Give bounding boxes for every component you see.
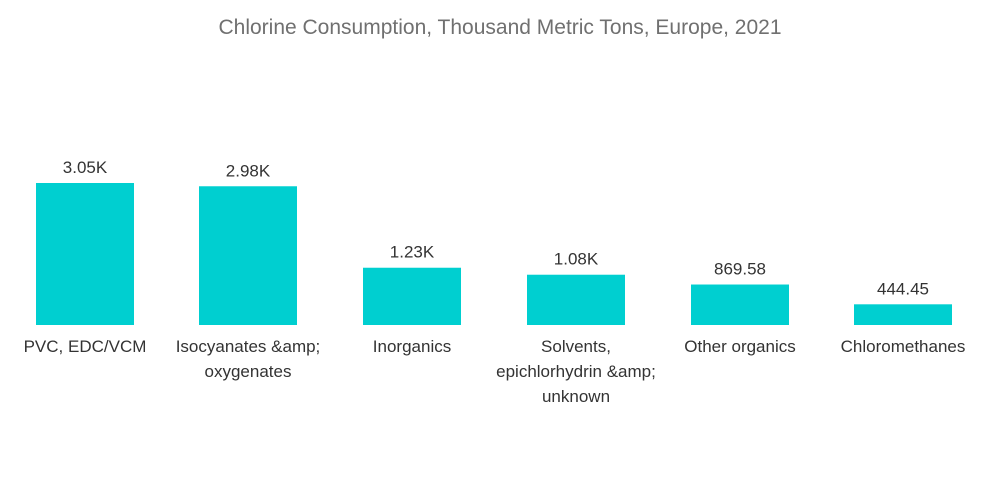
bar	[691, 284, 789, 325]
bar	[363, 267, 461, 325]
data-label: 3.05K	[63, 158, 108, 177]
category-label: Solvents, epichlorhydrin &amp; unknown	[496, 337, 656, 406]
bar	[199, 186, 297, 325]
bar	[36, 183, 134, 325]
data-label: 1.23K	[390, 243, 435, 262]
data-label: 444.45	[877, 279, 929, 298]
bar	[527, 274, 625, 325]
chart-title: Chlorine Consumption, Thousand Metric To…	[218, 16, 782, 39]
category-label: Other organics	[684, 337, 796, 356]
category-label: Chloromethanes	[841, 337, 966, 356]
data-label: 869.58	[714, 260, 766, 279]
category-label: Isocyanates &amp; oxygenates	[176, 337, 321, 381]
data-label: 2.98K	[226, 161, 271, 180]
category-label: Inorganics	[373, 337, 451, 356]
data-label: 1.08K	[554, 250, 599, 269]
bar	[854, 304, 952, 325]
category-label: PVC, EDC/VCM	[24, 337, 147, 356]
